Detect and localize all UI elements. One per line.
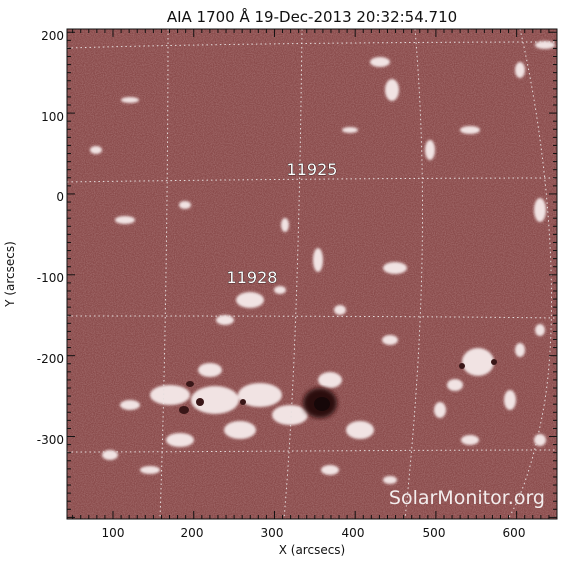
y-tick-label: -200: [37, 352, 64, 366]
region-label-11925: 11925: [287, 160, 338, 179]
sunspot: [196, 398, 204, 406]
y-tick-label: 0: [56, 190, 64, 204]
sunspot: [240, 399, 246, 405]
watermark: SolarMonitor.org: [389, 487, 545, 509]
x-tick-label: 400: [342, 526, 365, 540]
axis-ticks: [67, 29, 558, 519]
coordinate-grid: [67, 29, 557, 519]
y-tick-label: -300: [37, 433, 64, 447]
plage-network: [90, 41, 555, 484]
solar-image-area: 11925 11928 SolarMonitor.org: [67, 29, 557, 519]
y-tick-label: 100: [41, 110, 64, 124]
x-tick-label: 200: [181, 526, 204, 540]
x-tick-label: 500: [423, 526, 446, 540]
y-axis-label: Y (arcsecs): [3, 241, 17, 308]
x-tick-label: 600: [503, 526, 526, 540]
y-tick-label: 200: [41, 29, 64, 43]
sunspots: [179, 359, 497, 418]
x-axis-label: X (arcsecs): [279, 543, 346, 557]
sunspot: [459, 363, 465, 369]
image-title: AIA 1700 Å 19-Dec-2013 20:32:54.710: [167, 7, 457, 26]
x-tick-labels: 100 200 300 400 500 600: [102, 526, 526, 540]
y-tick-label: -100: [37, 271, 64, 285]
y-tick-labels: 200 100 0 -100 -200 -300: [37, 29, 64, 447]
sunspot: [186, 381, 194, 387]
x-tick-label: 300: [261, 526, 284, 540]
region-label-11928: 11928: [227, 268, 278, 287]
chromosphere-texture: [67, 29, 557, 519]
sunspot: [491, 359, 497, 365]
plot-frame: [66, 28, 558, 520]
x-tick-label: 100: [102, 526, 125, 540]
sunspot: [179, 406, 189, 414]
